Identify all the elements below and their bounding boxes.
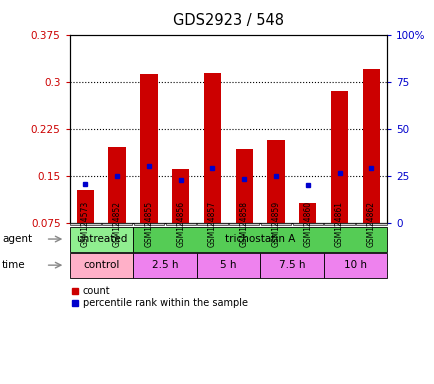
Text: count: count	[82, 286, 110, 296]
Text: agent: agent	[2, 234, 32, 244]
Text: 7.5 h: 7.5 h	[278, 260, 304, 270]
Bar	[76, 190, 94, 223]
Text: GSM124852: GSM124852	[112, 201, 122, 247]
Text: trichostatin A: trichostatin A	[224, 234, 295, 244]
Bar	[140, 74, 158, 223]
Text: time: time	[2, 260, 26, 270]
Bar	[362, 69, 379, 223]
Text: GSM124862: GSM124862	[366, 201, 375, 247]
Bar	[266, 140, 284, 223]
Text: GSM124856: GSM124856	[176, 200, 185, 247]
Text: GSM124573: GSM124573	[81, 200, 90, 247]
Text: 10 h: 10 h	[343, 260, 366, 270]
Bar	[203, 73, 221, 223]
Text: untreated: untreated	[76, 234, 127, 244]
Text: percentile rank within the sample: percentile rank within the sample	[82, 298, 247, 308]
Text: GSM124858: GSM124858	[239, 201, 248, 247]
Bar	[108, 147, 126, 223]
Text: GSM124860: GSM124860	[302, 200, 312, 247]
Text: 2.5 h: 2.5 h	[151, 260, 178, 270]
Bar	[298, 203, 316, 223]
Bar	[330, 91, 348, 223]
Text: GDS2923 / 548: GDS2923 / 548	[172, 13, 283, 28]
Text: control: control	[83, 260, 119, 270]
Text: 5 h: 5 h	[220, 260, 236, 270]
Bar	[235, 149, 253, 223]
Text: GSM124859: GSM124859	[271, 200, 280, 247]
Text: GSM124861: GSM124861	[334, 201, 343, 247]
Text: GSM124855: GSM124855	[144, 200, 153, 247]
Bar	[171, 169, 189, 223]
Text: GSM124857: GSM124857	[207, 200, 217, 247]
